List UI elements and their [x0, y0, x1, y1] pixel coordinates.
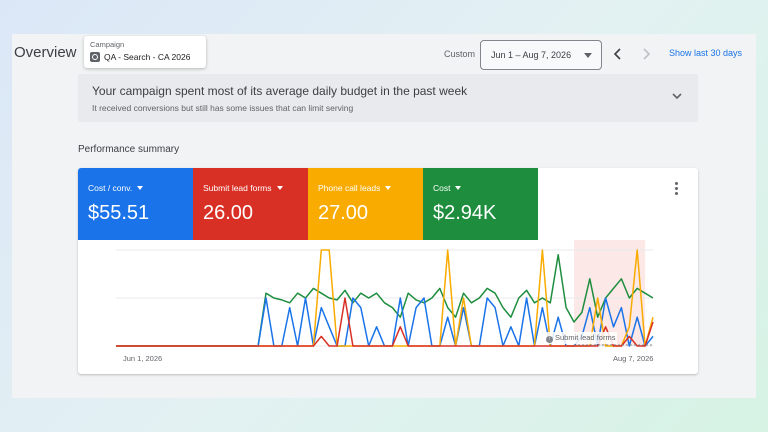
alert-headline: Your campaign spent most of its average … — [92, 84, 468, 98]
ads-overview-window: Overview Campaign QA - Search - CA 2026 … — [12, 34, 756, 398]
chevron-left-icon — [613, 48, 621, 60]
expand-chevron-icon[interactable] — [670, 89, 684, 103]
chart-annotation[interactable]: ↑ Submit lead forms — [544, 332, 618, 344]
annotation-label: Submit lead forms — [555, 333, 616, 342]
metric-value: $2.94K — [433, 202, 497, 224]
show-last-30-days-link[interactable]: Show last 30 days — [669, 48, 743, 58]
previous-period-button[interactable] — [610, 44, 626, 64]
top-bar: Overview Campaign QA - Search - CA 2026 … — [12, 34, 756, 74]
page-title: Overview — [14, 44, 77, 61]
metric-label-text: Cost — [433, 183, 451, 193]
metric-tile-cost-per-conversion[interactable]: Cost / conv. $55.51 — [78, 168, 193, 240]
metric-tile-label: Submit lead forms — [203, 183, 283, 193]
date-range-value: Jun 1 – Aug 7, 2026 — [491, 50, 572, 60]
metric-label-text: Phone call leads — [318, 183, 381, 193]
campaign-name: QA - Search - CA 2026 — [104, 52, 191, 62]
more-options-icon[interactable] — [674, 182, 680, 198]
series-line-submit-lead-forms — [116, 297, 654, 347]
metric-value: 27.00 — [318, 202, 369, 224]
metric-dropdown-icon[interactable] — [276, 186, 283, 190]
chart-canvas — [116, 240, 655, 347]
metric-dropdown-icon[interactable] — [385, 186, 392, 190]
campaign-label: Campaign — [90, 40, 125, 49]
budget-alert-banner[interactable]: Your campaign spent most of its average … — [78, 74, 698, 122]
search-campaign-icon — [90, 52, 100, 62]
annotation-icon: ↑ — [546, 336, 553, 343]
metric-tile-label: Cost / conv. — [88, 183, 144, 193]
metric-label-text: Cost / conv. — [88, 183, 133, 193]
metric-tile-phone-call-leads[interactable]: Phone call leads 27.00 — [308, 168, 423, 240]
custom-range-label: Custom — [444, 49, 476, 59]
metric-value: $55.51 — [88, 202, 150, 224]
x-axis-start-label: Jun 1, 2026 — [123, 354, 163, 363]
metric-tile-label: Cost — [433, 183, 462, 193]
next-period-button[interactable] — [638, 44, 654, 64]
performance-chart: Jun 1, 2026 Aug 7, 2026 ↑ Submit lead for… — [78, 240, 698, 374]
alert-subtext: It received conversions but still has so… — [92, 103, 354, 113]
date-range-dropdown[interactable]: Jun 1 – Aug 7, 2026 — [480, 40, 602, 70]
dropdown-arrow-icon — [584, 53, 592, 58]
performance-summary-card: Cost / conv. $55.51 Submit lead forms 26.00… — [78, 168, 698, 374]
metric-value: 26.00 — [203, 202, 254, 224]
metric-tile-label: Phone call leads — [318, 183, 392, 193]
metric-tile-cost[interactable]: Cost $2.94K — [423, 168, 538, 240]
metric-dropdown-icon[interactable] — [137, 186, 144, 190]
campaign-selector[interactable]: Campaign QA - Search - CA 2026 — [84, 36, 206, 68]
performance-summary-title: Performance summary — [78, 144, 180, 155]
metric-tile-submit-lead-forms[interactable]: Submit lead forms 26.00 — [193, 168, 308, 240]
chevron-right-icon — [643, 48, 651, 60]
x-axis-end-label: Aug 7, 2026 — [613, 354, 654, 363]
metric-dropdown-icon[interactable] — [455, 186, 462, 190]
metric-label-text: Submit lead forms — [203, 183, 272, 193]
